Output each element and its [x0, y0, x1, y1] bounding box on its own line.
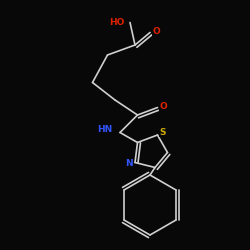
Text: O: O	[160, 102, 168, 111]
Text: S: S	[159, 128, 166, 137]
Text: HO: HO	[110, 18, 125, 27]
Text: O: O	[152, 27, 160, 36]
Text: N: N	[125, 159, 132, 168]
Text: HN: HN	[97, 126, 112, 134]
